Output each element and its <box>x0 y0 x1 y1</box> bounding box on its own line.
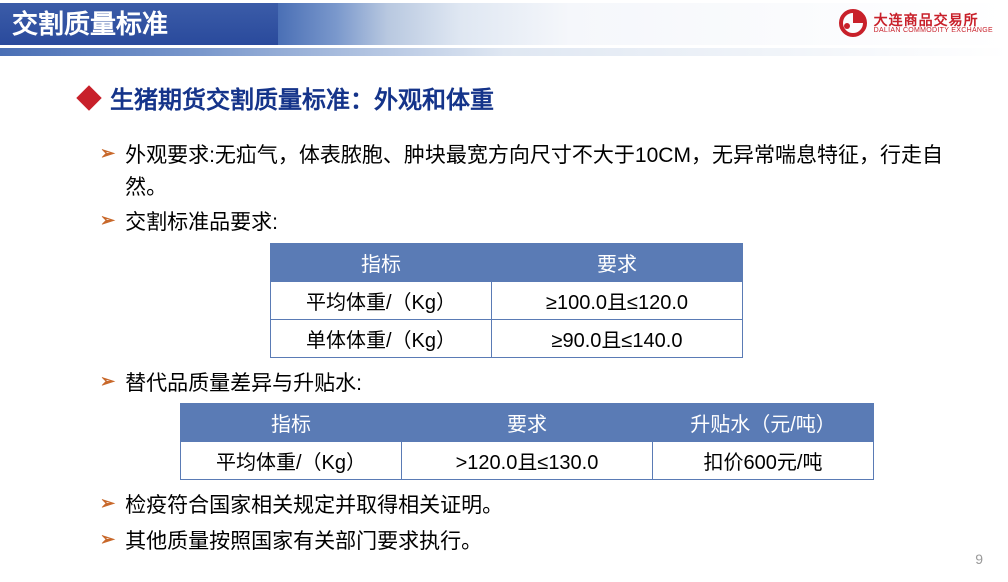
table-cell: ≥90.0且≤140.0 <box>492 319 743 357</box>
table-cell: 平均体重/（Kg） <box>271 281 492 319</box>
table-cell: 扣价600元/吨 <box>653 442 874 480</box>
arrow-icon: ➢ <box>100 529 115 550</box>
arrow-icon: ➢ <box>100 493 115 514</box>
bullet-text: 其他质量按照国家有关部门要求执行。 <box>125 526 482 558</box>
table-cell: ≥100.0且≤120.0 <box>492 281 743 319</box>
page-number: 9 <box>975 551 983 567</box>
header-stripe <box>0 48 1008 56</box>
table-header: 升贴水（元/吨） <box>653 404 874 442</box>
arrow-icon: ➢ <box>100 143 115 164</box>
substitute-table: 指标 要求 升贴水（元/吨） 平均体重/（Kg） >120.0且≤130.0 扣… <box>180 403 874 480</box>
logo: 大连商品交易所 DALIAN COMMODITY EXCHANGE <box>838 8 993 38</box>
section-heading: 生猪期货交割质量标准：外观和体重 <box>80 80 968 115</box>
content-area: 生猪期货交割质量标准：外观和体重 ➢ 外观要求:无疝气，体表脓胞、肿块最宽方向尺… <box>40 80 968 561</box>
table-row: 平均体重/（Kg） >120.0且≤130.0 扣价600元/吨 <box>181 442 874 480</box>
standard-table: 指标 要求 平均体重/（Kg） ≥100.0且≤120.0 单体体重/（Kg） … <box>270 243 743 358</box>
heading-text: 生猪期货交割质量标准：外观和体重 <box>110 80 494 115</box>
bullet-item: ➢ 外观要求:无疝气，体表脓胞、肿块最宽方向尺寸不大于10CM，无异常喘息特征，… <box>100 140 968 203</box>
arrow-icon: ➢ <box>100 210 115 231</box>
bullet-item: ➢ 其他质量按照国家有关部门要求执行。 <box>100 526 968 558</box>
table-header: 要求 <box>402 404 653 442</box>
logo-text: 大连商品交易所 DALIAN COMMODITY EXCHANGE <box>874 13 993 34</box>
table-row: 单体体重/（Kg） ≥90.0且≤140.0 <box>271 319 743 357</box>
table-cell: 单体体重/（Kg） <box>271 319 492 357</box>
slide-title: 交割质量标准 <box>12 9 168 39</box>
table-row: 平均体重/（Kg） ≥100.0且≤120.0 <box>271 281 743 319</box>
logo-cn: 大连商品交易所 <box>874 13 993 27</box>
slide: 交割质量标准 大连商品交易所 DALIAN COMMODITY EXCHANGE… <box>0 0 1008 582</box>
table-header: 指标 <box>181 404 402 442</box>
bullet-text: 替代品质量差异与升贴水: <box>125 368 362 400</box>
bullet-text: 检疫符合国家相关规定并取得相关证明。 <box>125 490 503 522</box>
arrow-icon: ➢ <box>100 371 115 392</box>
diamond-icon <box>76 85 101 110</box>
table-cell: >120.0且≤130.0 <box>402 442 653 480</box>
bullet-item: ➢ 交割标准品要求: <box>100 207 968 239</box>
table-cell: 平均体重/（Kg） <box>181 442 402 480</box>
table-header: 要求 <box>492 243 743 281</box>
bullet-text: 外观要求:无疝气，体表脓胞、肿块最宽方向尺寸不大于10CM，无异常喘息特征，行走… <box>125 140 968 203</box>
logo-icon <box>838 8 868 38</box>
bullet-text: 交割标准品要求: <box>125 207 278 239</box>
bullet-item: ➢ 替代品质量差异与升贴水: <box>100 368 968 400</box>
bullet-item: ➢ 检疫符合国家相关规定并取得相关证明。 <box>100 490 968 522</box>
table-header: 指标 <box>271 243 492 281</box>
logo-en: DALIAN COMMODITY EXCHANGE <box>874 27 993 34</box>
